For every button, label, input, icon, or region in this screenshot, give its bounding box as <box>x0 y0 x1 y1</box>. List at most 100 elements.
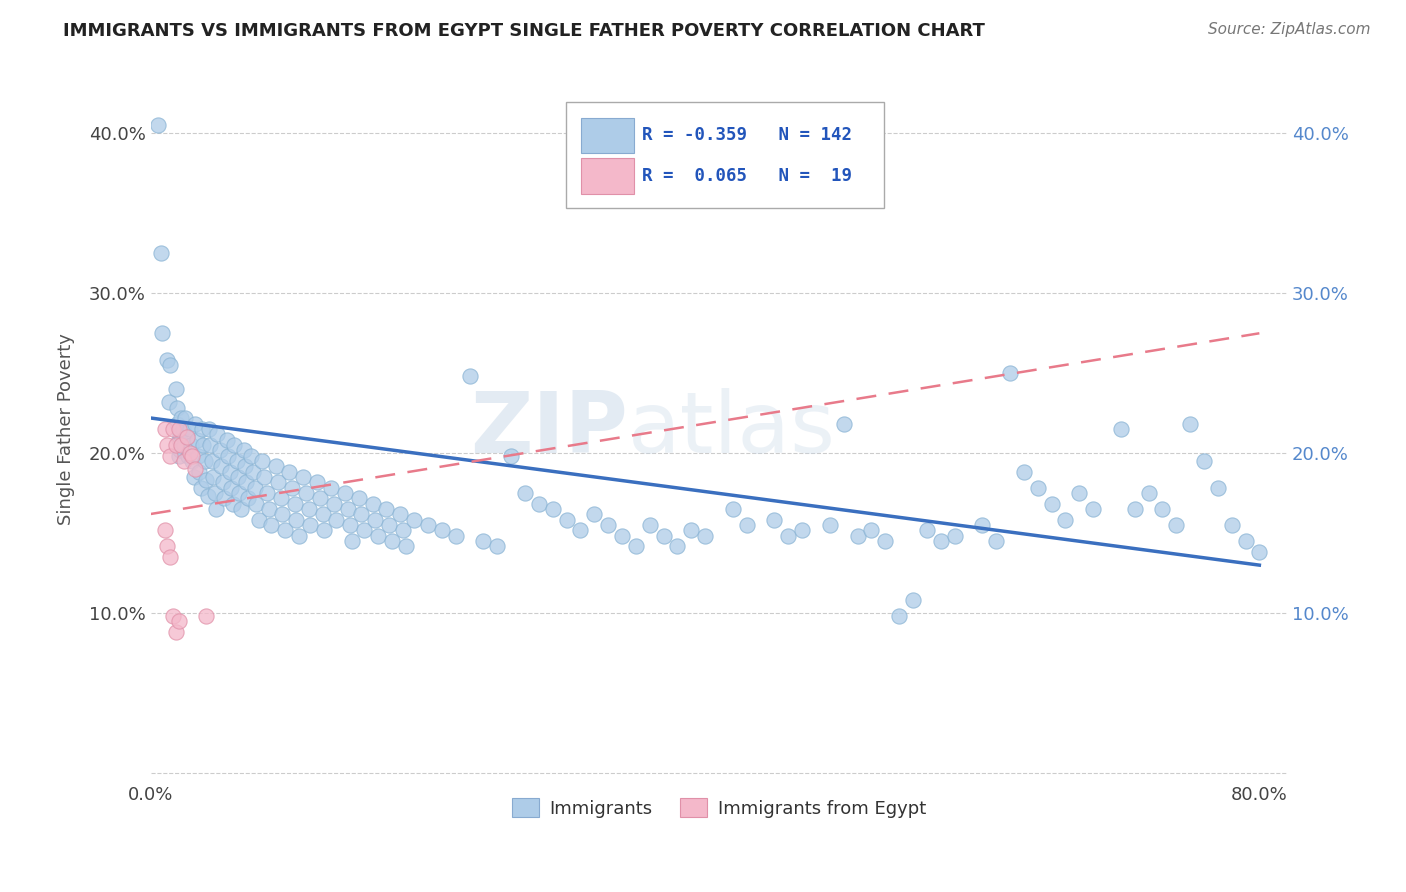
Point <box>156 438 179 452</box>
Point <box>219 482 242 496</box>
Point <box>239 450 262 464</box>
Point <box>693 529 716 543</box>
Point <box>165 382 187 396</box>
Point <box>194 454 217 468</box>
Point <box>555 513 578 527</box>
Point <box>325 513 347 527</box>
Text: ZIP: ZIP <box>470 388 628 471</box>
Point <box>188 466 211 480</box>
Point <box>1081 502 1104 516</box>
Point <box>235 475 257 489</box>
Point <box>169 427 191 442</box>
Point <box>652 529 675 543</box>
Point <box>1249 545 1271 559</box>
FancyBboxPatch shape <box>582 118 634 153</box>
Point <box>929 534 952 549</box>
Point <box>165 625 187 640</box>
Point <box>187 450 209 464</box>
Point <box>721 502 744 516</box>
Text: IMMIGRANTS VS IMMIGRANTS FROM EGYPT SINGLE FATHER POVERTY CORRELATION CHART: IMMIGRANTS VS IMMIGRANTS FROM EGYPT SING… <box>63 22 986 40</box>
Point <box>211 458 233 473</box>
Point <box>860 523 883 537</box>
Point <box>232 442 254 457</box>
Point <box>242 466 264 480</box>
Point <box>177 450 200 464</box>
Point <box>790 523 813 537</box>
Point <box>1109 422 1132 436</box>
Point <box>1166 518 1188 533</box>
Point <box>1137 486 1160 500</box>
Point <box>430 523 453 537</box>
Point <box>541 502 564 516</box>
Point <box>972 518 994 533</box>
Point <box>153 523 176 537</box>
Point <box>146 119 169 133</box>
Point <box>181 454 204 468</box>
Point <box>666 539 689 553</box>
Point <box>281 482 304 496</box>
Point <box>156 539 179 553</box>
Point <box>207 427 229 442</box>
Point <box>416 518 439 533</box>
Point <box>149 246 172 260</box>
Point <box>173 438 195 452</box>
Point <box>1012 466 1035 480</box>
Point <box>501 450 523 464</box>
Legend: Immigrants, Immigrants from Egypt: Immigrants, Immigrants from Egypt <box>505 791 934 825</box>
Point <box>257 502 280 516</box>
Point <box>1069 486 1091 500</box>
Point <box>984 534 1007 549</box>
Point <box>205 502 228 516</box>
Point <box>353 523 375 537</box>
Point <box>389 507 412 521</box>
Point <box>322 497 344 511</box>
Point <box>170 438 193 452</box>
Point <box>339 518 361 533</box>
Point <box>943 529 966 543</box>
Point <box>153 422 176 436</box>
Point <box>278 466 301 480</box>
Point <box>381 534 404 549</box>
Point <box>179 446 201 460</box>
Point <box>229 502 252 516</box>
Point <box>308 491 330 505</box>
Point <box>169 442 191 457</box>
Point <box>202 470 225 484</box>
Point <box>472 534 495 549</box>
Point <box>209 442 232 457</box>
Point <box>486 539 509 553</box>
Point <box>1220 518 1243 533</box>
Point <box>364 513 387 527</box>
Point <box>1152 502 1174 516</box>
Point <box>212 491 235 505</box>
Point <box>226 470 249 484</box>
Point <box>735 518 758 533</box>
Point <box>312 523 335 537</box>
Point <box>264 458 287 473</box>
Point <box>156 353 179 368</box>
Point <box>319 482 342 496</box>
Point <box>195 609 218 624</box>
Point <box>395 539 418 553</box>
Point <box>311 507 333 521</box>
Point <box>340 534 363 549</box>
Point <box>270 491 292 505</box>
FancyBboxPatch shape <box>565 102 884 208</box>
Point <box>1026 482 1049 496</box>
Point <box>204 486 226 500</box>
Point <box>233 458 256 473</box>
Point <box>150 326 173 341</box>
Point <box>195 474 218 488</box>
Point <box>292 470 315 484</box>
Point <box>832 417 855 432</box>
Point <box>350 507 373 521</box>
Point <box>367 529 389 543</box>
Point <box>274 523 297 537</box>
Point <box>638 518 661 533</box>
Point <box>404 513 426 527</box>
Point <box>165 438 187 452</box>
Point <box>256 486 278 500</box>
Text: atlas: atlas <box>628 388 837 471</box>
Point <box>186 434 208 448</box>
Point <box>253 470 276 484</box>
